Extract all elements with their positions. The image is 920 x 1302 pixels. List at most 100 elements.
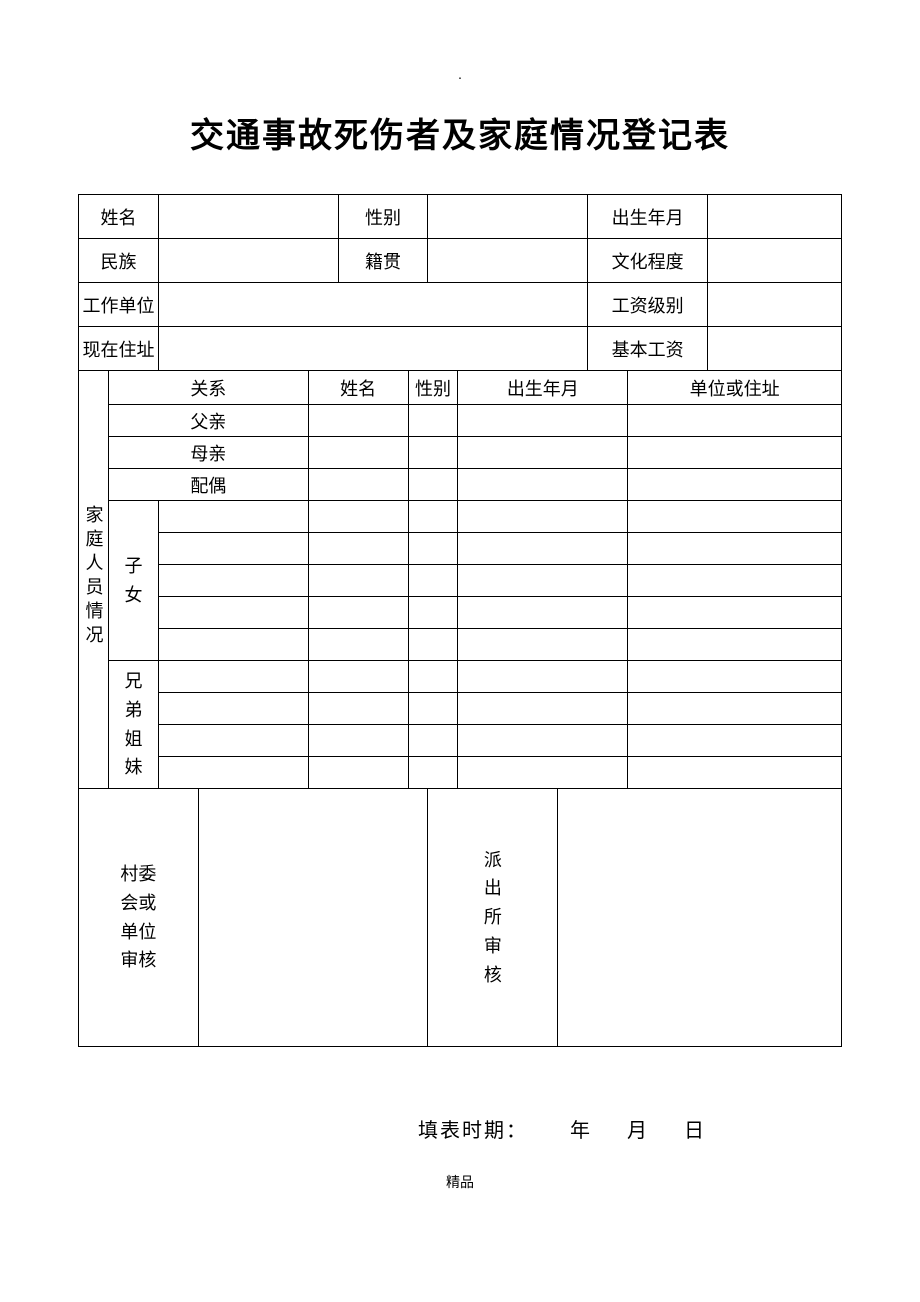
field-sib2-rel[interactable] [158,693,308,725]
field-sib1-addr[interactable] [628,661,842,693]
label-base-wage: 基本工资 [588,327,708,371]
field-child2-name[interactable] [308,533,408,565]
field-child3-rel[interactable] [158,565,308,597]
field-child5-name[interactable] [308,629,408,661]
field-spouse-birth[interactable] [458,469,628,501]
field-sib2-gender[interactable] [408,693,458,725]
field-child1-name[interactable] [308,501,408,533]
field-sib1-name[interactable] [308,661,408,693]
field-gender[interactable] [428,195,588,239]
label-fam-gender: 性别 [408,371,458,405]
field-sib4-rel[interactable] [158,757,308,789]
field-police-review[interactable] [558,789,842,1047]
year-label: 年 [570,1120,592,1142]
field-child5-gender[interactable] [408,629,458,661]
field-sib1-gender[interactable] [408,661,458,693]
field-child4-birth[interactable] [458,597,628,629]
label-siblings: 兄弟姐妹 [108,661,158,789]
field-child5-addr[interactable] [628,629,842,661]
field-sib4-name[interactable] [308,757,408,789]
field-wage-level[interactable] [708,283,842,327]
field-child1-gender[interactable] [408,501,458,533]
field-ethnic[interactable] [158,239,338,283]
field-sib4-addr[interactable] [628,757,842,789]
label-unit-addr: 单位或住址 [628,371,842,405]
field-child4-addr[interactable] [628,597,842,629]
label-workplace: 工作单位 [79,283,159,327]
field-sib1-rel[interactable] [158,661,308,693]
field-spouse-gender[interactable] [408,469,458,501]
field-child3-gender[interactable] [408,565,458,597]
label-police-review: 派出所审核 [428,789,558,1047]
field-sib4-gender[interactable] [408,757,458,789]
field-address[interactable] [158,327,587,371]
field-mother-birth[interactable] [458,437,628,469]
field-mother-addr[interactable] [628,437,842,469]
field-sib3-addr[interactable] [628,725,842,757]
label-children: 子女 [108,501,158,661]
field-sib2-addr[interactable] [628,693,842,725]
field-sib2-name[interactable] [308,693,408,725]
day-label: 日 [684,1120,706,1142]
field-workplace[interactable] [158,283,587,327]
field-sib3-birth[interactable] [458,725,628,757]
field-child2-birth[interactable] [458,533,628,565]
field-birth[interactable] [708,195,842,239]
label-address: 现在住址 [79,327,159,371]
field-sib3-name[interactable] [308,725,408,757]
label-native: 籍贯 [338,239,428,283]
label-family-section: 家庭人员情况 [79,371,109,789]
field-sib2-birth[interactable] [458,693,628,725]
field-spouse-addr[interactable] [628,469,842,501]
field-child2-rel[interactable] [158,533,308,565]
field-child2-gender[interactable] [408,533,458,565]
field-child2-addr[interactable] [628,533,842,565]
field-child3-name[interactable] [308,565,408,597]
footer-date: 填表时期： 年 月 日 [418,1114,706,1143]
month-label: 月 [627,1120,649,1142]
field-father-addr[interactable] [628,405,842,437]
field-child4-name[interactable] [308,597,408,629]
field-child3-birth[interactable] [458,565,628,597]
field-education[interactable] [708,239,842,283]
label-father: 父亲 [108,405,308,437]
field-mother-name[interactable] [308,437,408,469]
field-child1-birth[interactable] [458,501,628,533]
field-mother-gender[interactable] [408,437,458,469]
field-spouse-name[interactable] [308,469,408,501]
field-base-wage[interactable] [708,327,842,371]
field-child5-birth[interactable] [458,629,628,661]
date-label: 填表时期： [418,1120,528,1142]
field-father-gender[interactable] [408,405,458,437]
label-gender: 性别 [338,195,428,239]
label-wage-level: 工资级别 [588,283,708,327]
field-father-birth[interactable] [458,405,628,437]
label-village-review: 村委会或单位审核 [79,789,199,1047]
label-fam-name: 姓名 [308,371,408,405]
label-ethnic: 民族 [79,239,159,283]
field-father-name[interactable] [308,405,408,437]
label-fam-birth: 出生年月 [458,371,628,405]
field-sib1-birth[interactable] [458,661,628,693]
field-child5-rel[interactable] [158,629,308,661]
label-relation: 关系 [108,371,308,405]
field-child1-addr[interactable] [628,501,842,533]
field-child3-addr[interactable] [628,565,842,597]
label-name: 姓名 [79,195,159,239]
label-mother: 母亲 [108,437,308,469]
label-education: 文化程度 [588,239,708,283]
field-child1-rel[interactable] [158,501,308,533]
field-child4-gender[interactable] [408,597,458,629]
header-dot: . [458,68,462,84]
label-spouse: 配偶 [108,469,308,501]
field-village-review[interactable] [198,789,428,1047]
page-title: 交通事故死伤者及家庭情况登记表 [0,108,920,157]
footer-mark: 精品 [0,1172,920,1192]
field-native[interactable] [428,239,588,283]
field-sib3-rel[interactable] [158,725,308,757]
field-name[interactable] [158,195,338,239]
field-child4-rel[interactable] [158,597,308,629]
field-sib4-birth[interactable] [458,757,628,789]
label-birth: 出生年月 [588,195,708,239]
field-sib3-gender[interactable] [408,725,458,757]
